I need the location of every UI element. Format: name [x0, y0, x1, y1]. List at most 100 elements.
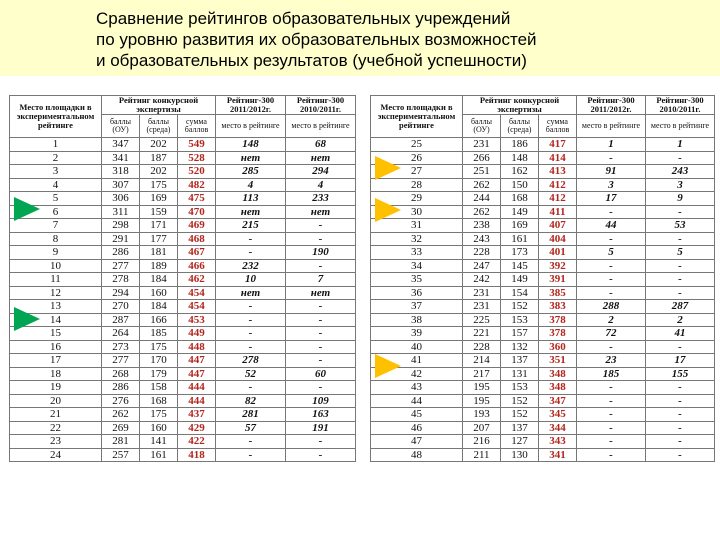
cell-rank-2012: 10 — [215, 272, 286, 287]
cell-points-school: 278 — [101, 272, 140, 287]
cell-rank-2012: нет — [215, 204, 286, 219]
cell-rank-2011: - — [285, 447, 356, 462]
table-row: 35 242 149 391- - — [370, 272, 715, 287]
cell-place: 40 — [370, 339, 463, 354]
table-row: 43 195 153 348- - — [370, 380, 715, 395]
cell-place: 3 — [9, 164, 102, 179]
cell-points-sum: 467 — [177, 245, 216, 260]
cell-place: 24 — [9, 447, 102, 462]
cell-points-sum: 343 — [538, 434, 577, 449]
cell-points-env: 157 — [500, 326, 539, 341]
cell-points-sum: 360 — [538, 339, 577, 354]
cell-place: 2 — [9, 150, 102, 165]
cell-place: 28 — [370, 177, 463, 192]
cell-points-env: 184 — [139, 299, 178, 314]
cell-points-sum: 413 — [538, 164, 577, 179]
cell-rank-2011: 53 — [645, 218, 715, 233]
table-row: 11 278 184 462 10 7 — [9, 272, 356, 287]
cell-points-school: 228 — [462, 245, 501, 260]
cell-rank-2011: 3 — [645, 177, 715, 192]
cell-place: 48 — [370, 447, 463, 462]
cell-rank-2012: 281 — [215, 407, 286, 422]
cell-rank-2011: - — [285, 218, 356, 233]
cell-points-sum: 437 — [177, 407, 216, 422]
cell-rank-2012: - — [576, 204, 646, 219]
cell-points-school: 276 — [101, 393, 140, 408]
cell-points-env: 150 — [500, 177, 539, 192]
green-arrow-marker — [14, 307, 40, 331]
table-row: 14 287 166 453- - — [9, 312, 356, 327]
table-row: 42 217 131 348 185 155 — [370, 366, 715, 381]
cell-points-env: 189 — [139, 258, 178, 273]
cell-points-school: 270 — [101, 299, 140, 314]
cell-rank-2011: 60 — [285, 366, 356, 381]
subheader-rank-2011: место в рейтинге — [285, 114, 356, 138]
cell-points-sum: 412 — [538, 177, 577, 192]
table-row: 2 341 187 528 нет нет — [9, 150, 356, 165]
cell-rank-2012: - — [576, 150, 646, 165]
cell-rank-2011: 191 — [285, 420, 356, 435]
table-subheader-row: баллы (ОУ) баллы (среда) сумма баллов место… — [371, 114, 715, 138]
cell-rank-2012: - — [576, 420, 646, 435]
cell-points-env: 185 — [139, 326, 178, 341]
cell-place: 1 — [9, 137, 102, 152]
cell-place: 10 — [9, 258, 102, 273]
cell-points-sum: 447 — [177, 353, 216, 368]
cell-points-school: 247 — [462, 258, 501, 273]
cell-points-env: 171 — [139, 218, 178, 233]
cell-points-school: 277 — [101, 258, 140, 273]
cell-points-sum: 391 — [538, 272, 577, 287]
table-row: 8 291 177 468- - — [9, 231, 356, 246]
cell-place: 32 — [370, 231, 463, 246]
cell-rank-2012: 91 — [576, 164, 646, 179]
subheader-rank-2012: место в рейтинге — [576, 114, 646, 138]
cell-rank-2012: - — [215, 434, 286, 449]
cell-points-env: 141 — [139, 434, 178, 449]
table-row: 40 228 132 360- - — [370, 339, 715, 354]
subheader-rank-2012: место в рейтинге — [215, 114, 286, 138]
cell-place: 12 — [9, 285, 102, 300]
table-row: 45 193 152 345- - — [370, 407, 715, 422]
cell-points-env: 131 — [500, 366, 539, 381]
table-row: 10 277 189 466 232- — [9, 258, 356, 273]
cell-points-env: 153 — [500, 380, 539, 395]
cell-rank-2011: нет — [285, 150, 356, 165]
cell-rank-2012: 288 — [576, 299, 646, 314]
cell-place: 46 — [370, 420, 463, 435]
cell-points-school: 216 — [462, 434, 501, 449]
cell-rank-2011: - — [285, 312, 356, 327]
cell-points-env: 169 — [500, 218, 539, 233]
cell-place: 16 — [9, 339, 102, 354]
header-top300-2011: Рейтинг-300 2010/2011г. — [285, 95, 356, 115]
cell-points-env: 160 — [139, 420, 178, 435]
cell-rank-2011: 68 — [285, 137, 356, 152]
cell-points-sum: 444 — [177, 393, 216, 408]
cell-rank-2011: 7 — [285, 272, 356, 287]
cell-place: 17 — [9, 353, 102, 368]
table-row: 16 273 175 448- - — [9, 339, 356, 354]
cell-rank-2012: 232 — [215, 258, 286, 273]
cell-rank-2011: - — [285, 380, 356, 395]
cell-rank-2011: 9 — [645, 191, 715, 206]
table-row: 6 311 159 470 нет нет — [9, 204, 356, 219]
cell-rank-2012: 17 — [576, 191, 646, 206]
cell-points-env: 175 — [139, 339, 178, 354]
cell-points-school: 264 — [101, 326, 140, 341]
cell-rank-2011: - — [645, 393, 715, 408]
cell-rank-2011: - — [645, 339, 715, 354]
cell-place: 4 — [9, 177, 102, 192]
cell-points-env: 130 — [500, 447, 539, 462]
cell-points-school: 221 — [462, 326, 501, 341]
cell-place: 39 — [370, 326, 463, 341]
subheader-points-env: баллы (среда) — [139, 114, 178, 138]
table-row: 9 286 181 467-190 — [9, 245, 356, 260]
cell-rank-2011: 17 — [645, 353, 715, 368]
cell-place: 9 — [9, 245, 102, 260]
cell-points-sum: 454 — [177, 285, 216, 300]
cell-points-sum: 528 — [177, 150, 216, 165]
table-row: 17 277 170 447 278- — [9, 353, 356, 368]
cell-place: 38 — [370, 312, 463, 327]
cell-rank-2012: 72 — [576, 326, 646, 341]
cell-place: 8 — [9, 231, 102, 246]
slide-title-banner: Сравнение рейтингов образовательных учре… — [0, 0, 720, 76]
